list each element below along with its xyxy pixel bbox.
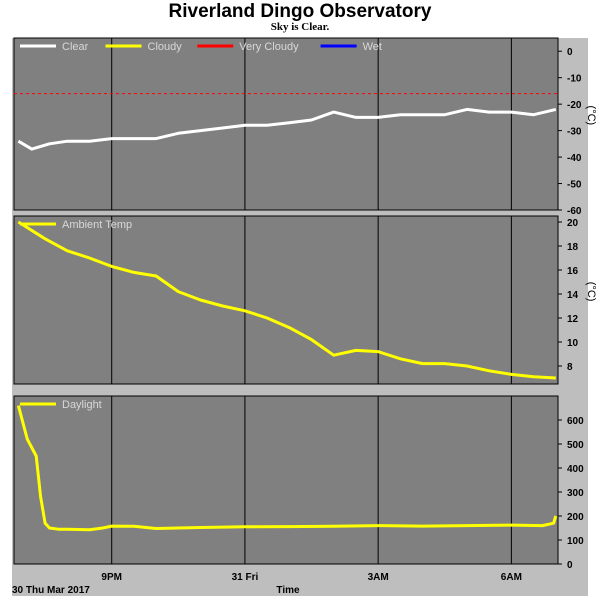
series-line (16, 405, 558, 532)
y-tick-label: 10 (567, 338, 579, 349)
legend-label: Cloudy (148, 41, 183, 53)
panel-1: 0 -10 -20 -30 -40 -50 -60 (°C) Clear Cloudy Very C… (13, 37, 597, 217)
y-tick-label: 16 (567, 266, 579, 277)
y-tick-label: 14 (567, 290, 579, 301)
panels: 0 -10 -20 -30 -40 -50 -60 (°C) Clear Cloudy Very C… (13, 37, 597, 571)
legend-label: Ambient Temp (62, 219, 132, 231)
y-tick-label: 12 (567, 314, 579, 325)
sky-status: Sky is Clear. (270, 21, 330, 33)
y-tick-label: 100 (567, 536, 584, 547)
chart-title: Riverland Dingo Observatory (168, 1, 432, 22)
x-tick-label: 3AM (368, 572, 389, 583)
plot-area (13, 395, 559, 565)
plot-area (13, 215, 559, 385)
y-unit-label: (°C) (585, 282, 597, 302)
y-tick-label: 20 (567, 218, 579, 229)
y-tick-label: 600 (567, 416, 584, 427)
x-tick-label: 9PM (101, 572, 122, 583)
legend-label: Very Cloudy (239, 41, 299, 53)
panel-3: 600 500 400 300 200 100 0 Daylight (13, 395, 584, 571)
y-unit-label: (°C) (585, 106, 597, 126)
x-tick-label: 31 Fri (232, 572, 259, 583)
y-tick-label: 300 (567, 488, 584, 499)
x-date-label: 30 Thu Mar 2017 (12, 585, 90, 596)
x-ticks: 9PM 31 Fri 3AM 6AM (101, 572, 522, 583)
legend-label: Clear (62, 41, 89, 53)
y-tick-label: -20 (567, 100, 582, 111)
y-tick-label: 18 (567, 242, 579, 253)
y-tick-label: 0 (567, 560, 573, 571)
y-tick-label: 0 (567, 47, 573, 58)
y-tick-label: 400 (567, 464, 584, 475)
x-axis-label: Time (276, 585, 300, 596)
y-tick-label: -60 (567, 206, 582, 217)
panel-2: 20 18 16 14 12 10 8 (°C) Ambient Temp (13, 215, 597, 385)
legend-label: Daylight (62, 399, 102, 411)
y-tick-label: 8 (567, 362, 573, 373)
legend-label: Wet (363, 41, 382, 53)
series-line (17, 220, 556, 380)
y-tick-label: 500 (567, 440, 584, 451)
x-tick-label: 6AM (501, 572, 522, 583)
y-tick-label: -50 (567, 180, 582, 191)
y-tick-label: 200 (567, 512, 584, 523)
y-tick-label: -10 (567, 74, 582, 85)
y-tick-label: -40 (567, 153, 582, 164)
series-line (17, 107, 557, 151)
y-tick-label: -30 (567, 127, 582, 138)
